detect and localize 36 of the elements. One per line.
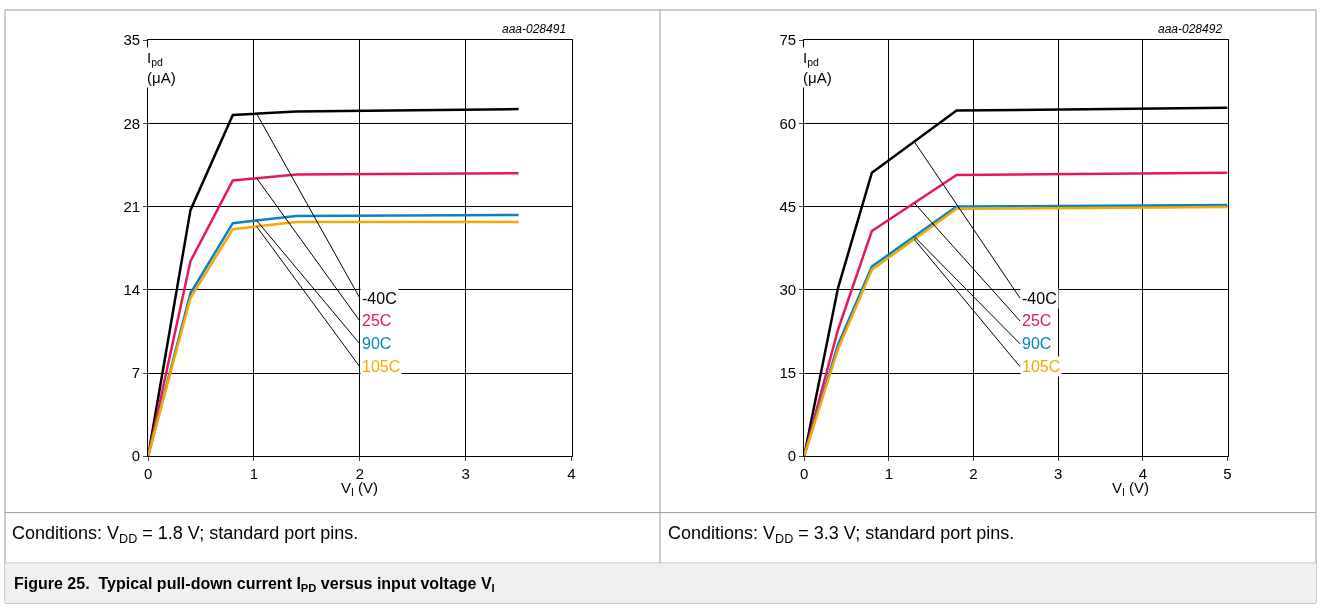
x-tick-label: 2 <box>969 465 978 483</box>
x-tick-label: 5 <box>1223 465 1232 483</box>
text: 90C <box>362 335 392 352</box>
text: 25C <box>362 312 392 329</box>
y-tick-label: 14 <box>123 281 141 299</box>
text: Conditions: V$_{DD}$ = 3.3 V; standard port pins. <box>668 523 1015 546</box>
y-tick-label: 7 <box>131 364 141 382</box>
y-tick-label: 0 <box>131 447 141 465</box>
text: aaa-028492 <box>1158 22 1223 36</box>
text: -40C <box>1022 290 1057 307</box>
y-tick-label: 0 <box>787 447 797 465</box>
x-tick-label: 0 <box>143 465 153 483</box>
caption: Figure 25. Typical pull-down current I$_{PD}$ versus input voltage V$_{I}$ <box>14 575 495 595</box>
x-tick-label: 1 <box>884 465 893 483</box>
y-tick-label: 75 <box>779 31 797 49</box>
text: 25C <box>1022 312 1052 329</box>
y-axis-title: I$_{pd}$ (μA) <box>147 49 176 86</box>
y-tick-label: 28 <box>123 114 141 132</box>
y-tick-label: 60 <box>779 114 797 132</box>
text: -40C <box>362 290 397 307</box>
y-tick-label: 15 <box>779 364 797 382</box>
x-tick-label: 4 <box>567 465 576 483</box>
y-tick-label: 21 <box>123 197 141 215</box>
text: 105C <box>362 358 401 375</box>
x-tick-label: 0 <box>799 465 809 483</box>
x-tick-label: 3 <box>1054 465 1063 483</box>
x-tick-label: 1 <box>249 465 259 483</box>
y-axis-title: I$_{pd}$ (μA) <box>803 49 832 86</box>
text: 90C <box>1022 335 1052 352</box>
text: Conditions: V$_{DD}$ = 1.8 V; standard port pins. <box>12 523 359 546</box>
x-tick-label: 3 <box>461 465 470 483</box>
text: aaa-028491 <box>502 22 567 36</box>
y-tick-label: 35 <box>123 31 141 49</box>
y-tick-label: 45 <box>779 197 797 215</box>
y-tick-label: 30 <box>779 281 797 299</box>
text: 105C <box>1022 358 1061 375</box>
